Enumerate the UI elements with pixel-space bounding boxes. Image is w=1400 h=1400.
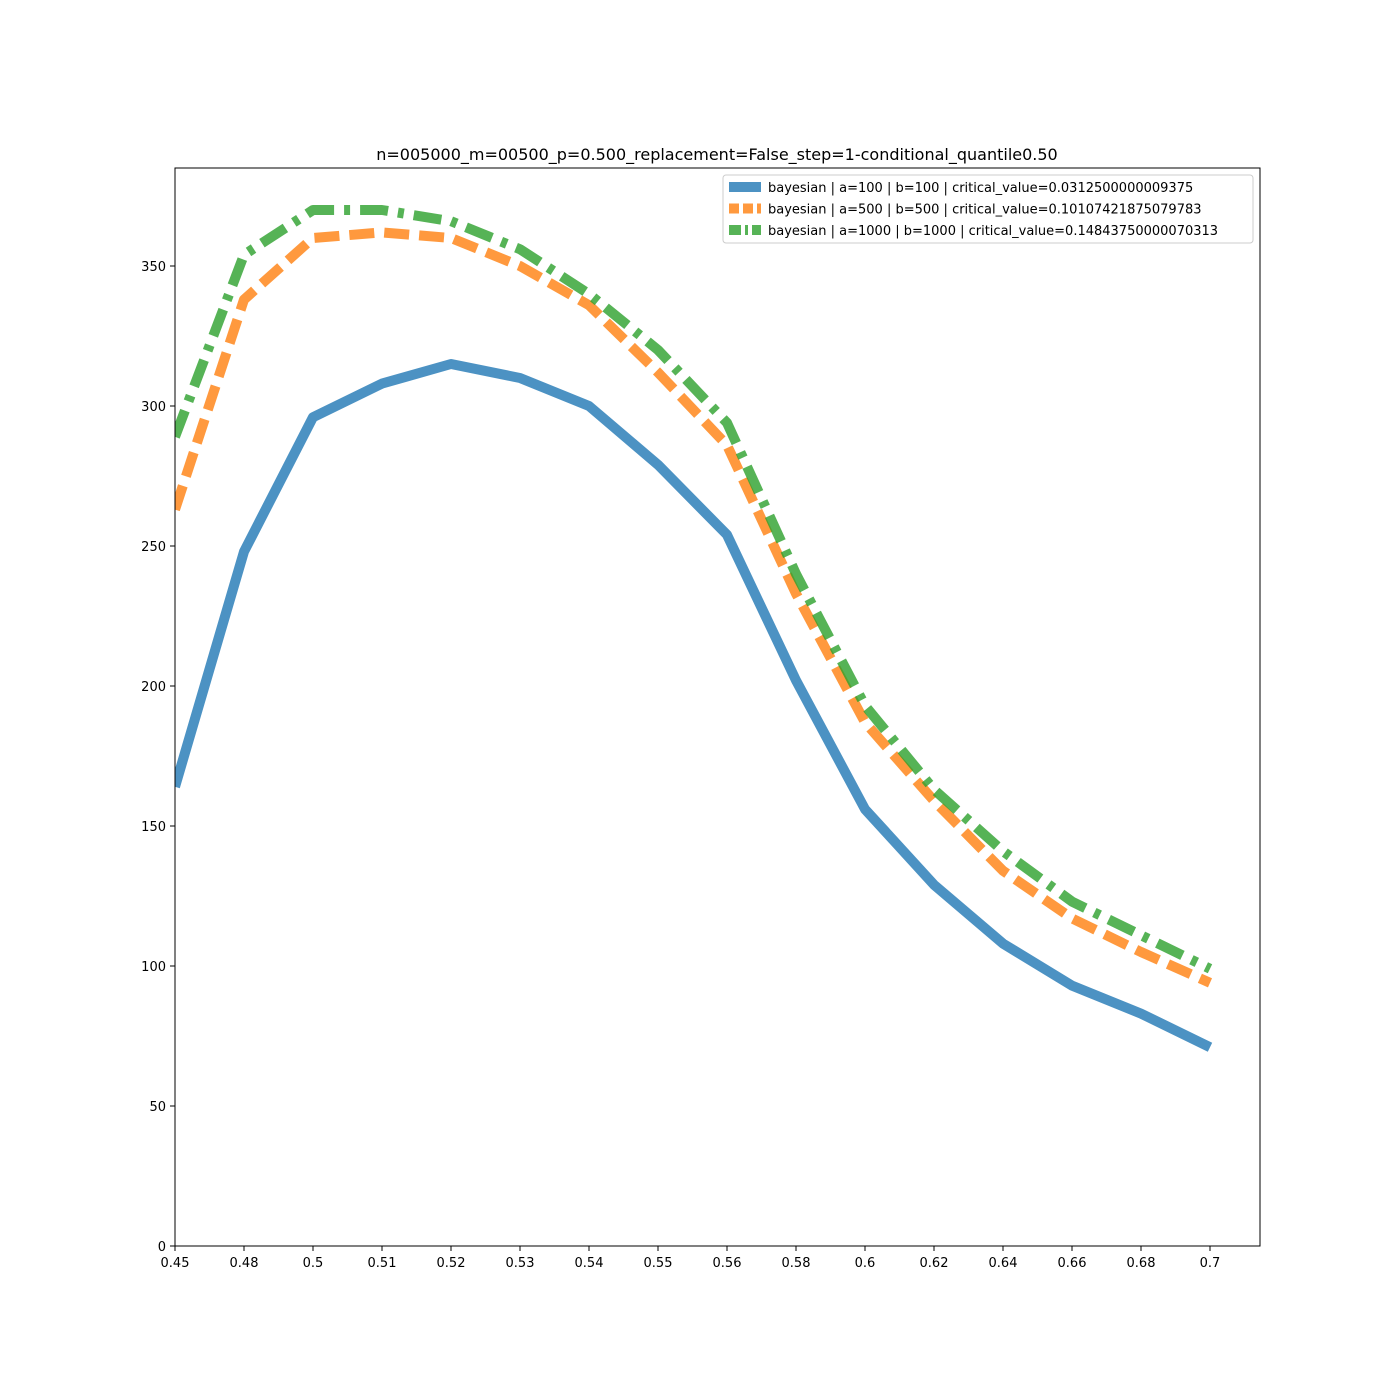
y-tick-label: 200 xyxy=(141,680,166,695)
x-tick-label: 0.51 xyxy=(368,1256,397,1271)
chart-title: n=005000_m=00500_p=0.500_replacement=Fal… xyxy=(376,145,1057,165)
x-tick-label: 0.5 xyxy=(303,1256,324,1271)
y-tick-label: 50 xyxy=(149,1100,166,1115)
y-tick-label: 300 xyxy=(141,400,166,415)
x-tick-label: 0.56 xyxy=(713,1256,742,1271)
axes: 0.45 0.48 0.5 0.51 0.52 0.53 0.54 0.55 0.56 0.58 0… xyxy=(141,167,1261,1271)
y-tick-label: 350 xyxy=(141,260,166,275)
x-tick-label: 0.55 xyxy=(644,1256,673,1271)
y-tick-label: 250 xyxy=(141,540,166,555)
y-tick-label: 0 xyxy=(158,1240,166,1255)
plot-frame xyxy=(174,167,1261,1247)
legend-box xyxy=(722,174,1254,244)
y-tick-label: 100 xyxy=(141,960,166,975)
x-tick-label: 0.66 xyxy=(1058,1256,1087,1271)
y-tick-label: 150 xyxy=(141,820,166,835)
x-tick-label: 0.53 xyxy=(506,1256,535,1271)
series-line-3 xyxy=(175,205,1213,974)
x-tick-label: 0.52 xyxy=(437,1256,466,1271)
x-tick-label: 0.7 xyxy=(1200,1256,1221,1271)
series-line-1 xyxy=(175,359,1213,1052)
x-tick-label: 0.58 xyxy=(782,1256,811,1271)
legend-label-2: bayesian | a=500 | b=500 | critical_valu… xyxy=(768,203,1202,218)
x-tick-label: 0.64 xyxy=(989,1256,1018,1271)
legend-label-3: bayesian | a=1000 | b=1000 | critical_va… xyxy=(768,224,1218,239)
x-tick-label: 0.45 xyxy=(161,1256,190,1271)
x-tick-label: 0.54 xyxy=(575,1256,604,1271)
x-tick-label: 0.68 xyxy=(1127,1256,1156,1271)
x-tick-label: 0.62 xyxy=(920,1256,949,1271)
x-tick-label: 0.48 xyxy=(230,1256,259,1271)
legend-label-1: bayesian | a=100 | b=100 | critical_valu… xyxy=(768,181,1193,196)
x-tick-label: 0.6 xyxy=(855,1256,876,1271)
legend: bayesian | a=100 | b=100 | critical_valu… xyxy=(722,174,1254,244)
series-line-2 xyxy=(175,227,1213,988)
series-layer xyxy=(175,205,1213,1052)
